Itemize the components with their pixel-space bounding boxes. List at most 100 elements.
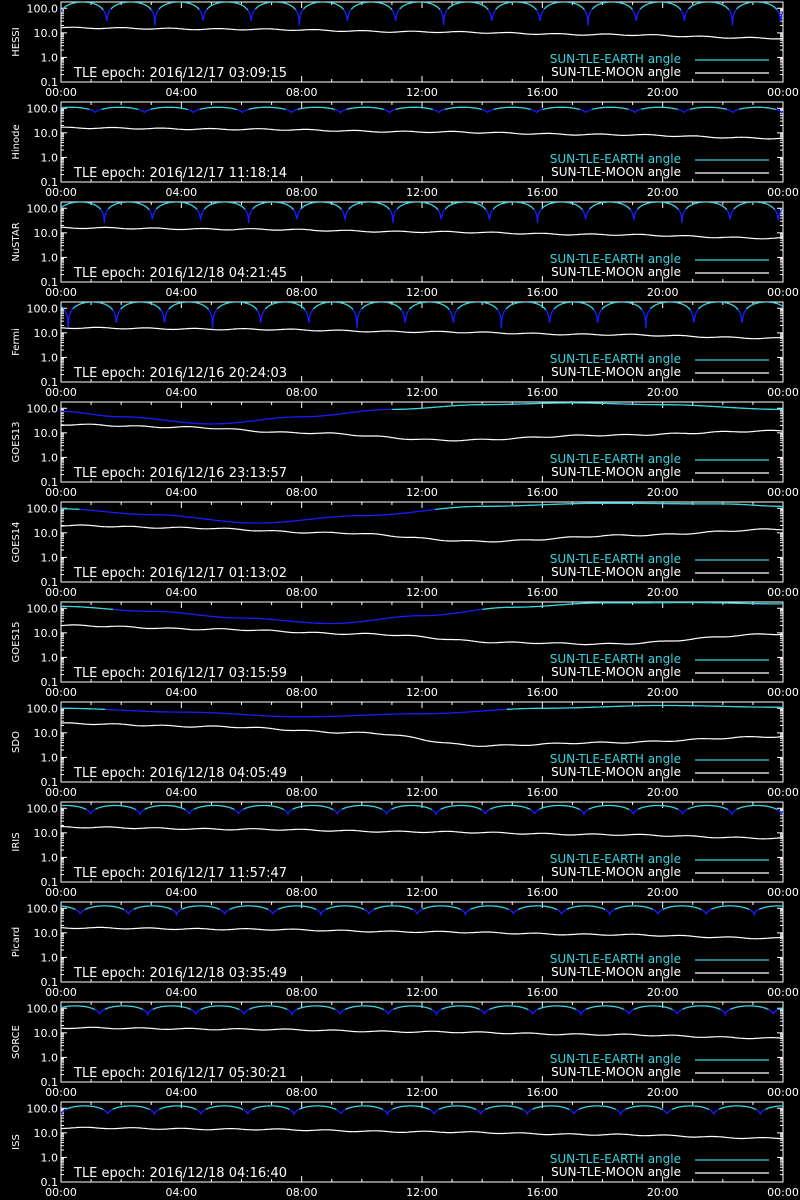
earth-angle-segment — [254, 2, 297, 11]
earth-angle-segment — [749, 908, 760, 918]
legend-earth-label: SUN-TLE-EARTH angle — [550, 1152, 681, 1166]
x-tick-label: 16:00 — [526, 386, 558, 399]
legend-moon-label: SUN-TLE-MOON angle — [551, 365, 681, 379]
legend-earth-label: SUN-TLE-EARTH angle — [550, 352, 681, 366]
earth-angle-segment — [399, 2, 441, 11]
x-tick-label: 04:00 — [165, 786, 197, 799]
legend-moon-label: SUN-TLE-MOON angle — [551, 65, 681, 79]
series-sun-tle-moon — [61, 326, 783, 340]
earth-angle-segment — [758, 905, 783, 910]
legend-moon-label: SUN-TLE-MOON angle — [551, 1065, 681, 1079]
earth-angle-segment — [489, 1005, 529, 1011]
earth-angle-segment — [105, 708, 507, 718]
satellite-label: GOES14 — [11, 521, 22, 562]
earth-angle-segment — [529, 808, 540, 815]
earth-angle-segment — [495, 2, 538, 11]
x-tick-label: 20:00 — [647, 486, 679, 499]
satellite-label: ISS — [11, 1134, 22, 1150]
earth-angle-segment — [628, 108, 642, 114]
panel-iris: 100.010.01.00.100:00 04:00 08:00 12:00 16:00… — [11, 801, 799, 899]
x-tick-label: 12:00 — [406, 686, 438, 699]
y-tick-label: 100.0 — [27, 802, 59, 815]
earth-angle-segment — [545, 308, 555, 323]
earth-angle-segment — [198, 8, 208, 21]
earth-angle-segment — [652, 908, 664, 915]
earth-angle-segment — [184, 808, 195, 816]
satellite-label: GOES15 — [11, 621, 22, 662]
x-tick-label: 08:00 — [286, 686, 318, 699]
earth-angle-segment — [737, 308, 747, 323]
earth-angle-segment — [396, 202, 439, 211]
series-sun-tle-moon — [61, 1026, 783, 1040]
panel-hinode: 100.010.01.00.100:00 04:00 08:00 12:00 16:00… — [11, 101, 799, 199]
earth-angle-segment — [85, 808, 96, 815]
earth-angle-segment — [482, 602, 783, 610]
earth-angle-segment — [216, 302, 258, 311]
earth-angle-segment — [341, 804, 383, 811]
earth-angle-segment — [481, 108, 494, 114]
earth-angle-segment — [460, 908, 471, 918]
satellite-label: IRIS — [11, 832, 22, 851]
x-tick-label: 08:00 — [286, 286, 318, 299]
earth-angle-segment — [444, 106, 483, 111]
x-tick-label: 08:00 — [286, 486, 318, 499]
earth-angle-segment — [588, 804, 630, 811]
earth-angle-segment — [589, 202, 631, 211]
x-tick-label: 00:00 — [767, 1186, 799, 1199]
x-tick-label: 04:00 — [165, 86, 197, 99]
earth-angle-segment — [312, 302, 354, 310]
series-sun-tle-earth — [61, 202, 783, 224]
panel-sorce: 100.010.01.00.100:00 04:00 08:00 12:00 16:00… — [11, 1001, 799, 1099]
y-tick-label: 10.0 — [34, 127, 59, 140]
earth-angle-segment — [506, 704, 783, 711]
tle-epoch-annotation: TLE epoch: 2016/12/18 04:05:49 — [73, 766, 287, 781]
earth-angle-segment — [776, 108, 783, 114]
earth-angle-segment — [439, 8, 449, 26]
y-tick-label: 1.0 — [41, 451, 59, 464]
y-tick-label: 10.0 — [34, 427, 59, 440]
earth-angle-segment — [61, 707, 106, 711]
earth-angle-segment — [579, 808, 589, 817]
tle-epoch-annotation: TLE epoch: 2016/12/18 04:16:40 — [73, 1166, 287, 1181]
earth-angle-segment — [383, 1008, 394, 1015]
earth-angle-segment — [391, 8, 401, 21]
earth-angle-segment — [625, 1105, 664, 1111]
earth-angle-segment — [591, 2, 633, 10]
earth-angle-segment — [352, 308, 363, 329]
earth-angle-segment — [730, 1005, 769, 1011]
x-tick-label: 04:00 — [165, 586, 197, 599]
earth-angle-segment — [155, 202, 198, 211]
earth-angle-segment — [135, 808, 145, 817]
earth-angle-segment — [688, 2, 730, 11]
earth-angle-segment — [543, 2, 585, 11]
earth-angle-segment — [152, 1005, 192, 1011]
legend-moon-label: SUN-TLE-MOON angle — [551, 165, 681, 179]
earth-angle-segment — [345, 1105, 384, 1111]
x-tick-label: 12:00 — [406, 486, 438, 499]
earth-angle-segment — [438, 1105, 477, 1111]
x-tick-label: 00:00 — [767, 386, 799, 399]
earth-angle-segment — [252, 202, 295, 211]
earth-angle-segment — [158, 2, 200, 10]
earth-angle-segment — [448, 308, 459, 323]
earth-angle-segment — [532, 1105, 570, 1111]
earth-angle-segment — [640, 106, 678, 111]
earth-angle-segment — [100, 208, 109, 224]
earth-angle-segment — [535, 8, 545, 21]
y-tick-label: 0.1 — [41, 476, 59, 489]
earth-angle-segment — [701, 908, 712, 915]
earth-angle-segment — [755, 1108, 766, 1116]
earth-angle-segment — [556, 908, 568, 915]
earth-angle-segment — [685, 202, 728, 211]
earth-angle-segment — [781, 207, 783, 210]
earth-angle-segment — [662, 1108, 673, 1115]
earth-angle-segment — [383, 108, 396, 114]
x-tick-label: 20:00 — [647, 286, 679, 299]
earth-angle-segment — [623, 1008, 635, 1015]
earth-angle-segment — [285, 108, 298, 114]
earth-angle-segment — [615, 1108, 627, 1117]
earth-angle-segment — [381, 808, 392, 815]
x-tick-label: 04:00 — [165, 486, 197, 499]
earth-angle-segment — [727, 808, 737, 817]
tle-epoch-annotation: TLE epoch: 2016/12/18 03:35:49 — [73, 966, 287, 981]
